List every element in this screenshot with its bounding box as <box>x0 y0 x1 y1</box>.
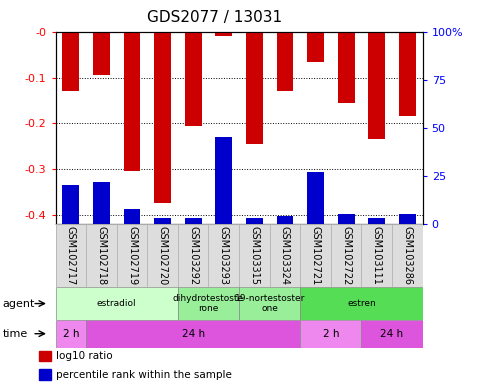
Bar <box>361 320 423 348</box>
Bar <box>93 182 110 224</box>
Text: GSM102721: GSM102721 <box>311 227 321 286</box>
Bar <box>246 32 263 144</box>
Text: estren: estren <box>347 299 376 308</box>
Text: 24 h: 24 h <box>182 329 205 339</box>
Bar <box>62 185 79 224</box>
Bar <box>215 32 232 36</box>
Text: 2 h: 2 h <box>63 329 79 339</box>
Bar <box>246 218 263 224</box>
Bar <box>300 320 361 348</box>
Bar <box>369 218 385 224</box>
Text: GSM102719: GSM102719 <box>127 227 137 286</box>
Bar <box>215 137 232 224</box>
Text: GSM102717: GSM102717 <box>66 227 76 286</box>
Bar <box>300 287 423 320</box>
Bar <box>124 209 141 224</box>
Bar <box>277 32 293 91</box>
Text: GSM103292: GSM103292 <box>188 227 198 286</box>
Text: time: time <box>3 329 28 339</box>
Text: 2 h: 2 h <box>323 329 339 339</box>
Bar <box>338 214 355 224</box>
Bar <box>369 32 385 139</box>
Bar <box>239 287 300 320</box>
Bar <box>39 369 51 380</box>
Bar <box>277 216 293 224</box>
Text: estradiol: estradiol <box>97 299 137 308</box>
Bar <box>154 218 171 224</box>
Bar <box>154 32 171 203</box>
Bar <box>338 32 355 103</box>
Bar <box>39 351 51 361</box>
Bar <box>185 32 201 126</box>
Text: GSM103315: GSM103315 <box>249 227 259 285</box>
Bar <box>56 320 86 348</box>
Text: percentile rank within the sample: percentile rank within the sample <box>56 369 231 379</box>
Bar <box>399 214 416 224</box>
Text: 19-nortestoster
one: 19-nortestoster one <box>234 294 305 313</box>
Bar <box>124 32 141 171</box>
Text: GSM103286: GSM103286 <box>402 227 412 285</box>
Bar <box>307 32 324 61</box>
Text: log10 ratio: log10 ratio <box>56 351 112 361</box>
Bar <box>178 287 239 320</box>
Bar <box>86 320 300 348</box>
Text: agent: agent <box>3 298 35 309</box>
Text: GSM102720: GSM102720 <box>157 227 168 286</box>
Bar <box>185 218 201 224</box>
Text: GSM102718: GSM102718 <box>97 227 106 286</box>
Text: GDS2077 / 13031: GDS2077 / 13031 <box>147 10 283 25</box>
Text: dihydrotestoste
rone: dihydrotestoste rone <box>173 294 244 313</box>
Text: GSM103111: GSM103111 <box>372 227 382 285</box>
Bar <box>307 172 324 224</box>
Text: 24 h: 24 h <box>381 329 404 339</box>
Bar <box>56 287 178 320</box>
Text: GSM103324: GSM103324 <box>280 227 290 285</box>
Text: GSM103293: GSM103293 <box>219 227 229 285</box>
Bar <box>399 32 416 116</box>
Bar <box>62 32 79 91</box>
Bar <box>93 32 110 75</box>
Text: GSM102722: GSM102722 <box>341 227 351 286</box>
